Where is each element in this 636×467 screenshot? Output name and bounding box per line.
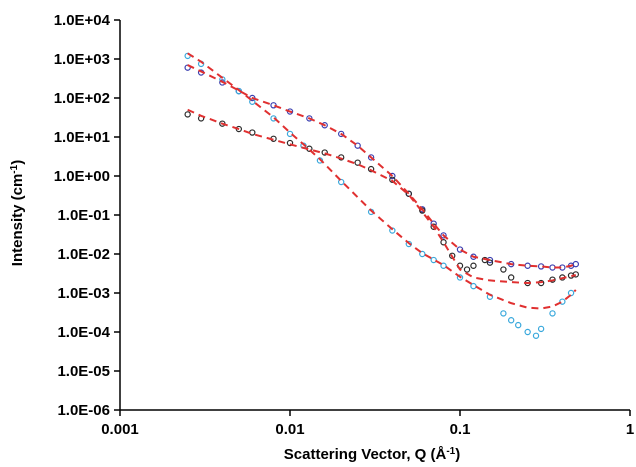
- x-axis-title-exp: -1: [446, 446, 455, 457]
- y-axis-title-main: Intensity (cm: [9, 174, 26, 267]
- x-tick-label: 0.1: [450, 421, 471, 438]
- data-point: [337, 178, 345, 186]
- data-point: [367, 165, 375, 173]
- data-point: [470, 262, 477, 269]
- data-point: [440, 239, 447, 246]
- data-point: [389, 172, 396, 180]
- data-point: [354, 159, 361, 166]
- y-tick-label: 1.0E+00: [54, 168, 110, 185]
- y-axis-title-end: ): [9, 160, 26, 165]
- y-tick-label: 1.0E-06: [57, 402, 110, 419]
- data-point: [286, 130, 294, 138]
- data-point: [321, 122, 328, 129]
- plot-area: 1.0E+04 1.0E+03 1.0E+02 1.0E+01 1.0E+00 1.0E-…: [54, 12, 634, 438]
- data-point: [507, 317, 515, 324]
- data-point: [184, 111, 191, 118]
- fit-line-3: [187, 52, 577, 310]
- data-point: [500, 266, 507, 273]
- x-tick-label: 1: [626, 421, 634, 438]
- data-point: [572, 260, 580, 268]
- series-2: [184, 111, 580, 287]
- data-point: [430, 256, 437, 264]
- fit-layer: [187, 52, 577, 310]
- data-point: [286, 139, 294, 147]
- data-point: [507, 274, 515, 281]
- data-point: [440, 232, 447, 239]
- y-tick-label: 1.0E+03: [54, 51, 110, 68]
- x-axis-title-end: ): [455, 446, 460, 463]
- data-point: [572, 271, 580, 278]
- data-point: [456, 246, 464, 253]
- y-tick-label: 1.0E-03: [57, 285, 110, 302]
- data-point: [515, 321, 522, 329]
- tick-layer: 1.0E+04 1.0E+03 1.0E+02 1.0E+01 1.0E+00 1.0E-…: [54, 12, 634, 438]
- data-point: [456, 274, 464, 281]
- data-point: [306, 115, 313, 122]
- y-tick-label: 1.0E-02: [57, 246, 110, 263]
- y-tick-label: 1.0E+01: [54, 129, 110, 146]
- data-point: [537, 325, 545, 333]
- x-axis-title: Scattering Vector, Q (Å-1): [284, 446, 460, 464]
- data-point: [337, 130, 345, 138]
- y-tick-label: 1.0E-04: [57, 324, 110, 341]
- series-3: [184, 52, 575, 339]
- data-point: [559, 298, 566, 305]
- y-tick-label: 1.0E+04: [54, 12, 111, 29]
- data-point: [389, 176, 396, 183]
- data-point: [470, 282, 477, 290]
- x-axis-title-unit: Å: [435, 446, 446, 463]
- data-point: [389, 227, 396, 234]
- fit-line-2: [187, 108, 577, 285]
- data-point: [419, 250, 426, 258]
- data-point: [440, 262, 447, 269]
- data-point: [321, 149, 328, 156]
- y-tick-label: 1.0E+02: [54, 90, 110, 107]
- data-point: [367, 154, 375, 161]
- data-point: [500, 310, 507, 317]
- series-layer: [184, 52, 580, 339]
- data-point: [249, 98, 256, 105]
- data-point: [524, 328, 531, 336]
- y-tick-label: 1.0E-01: [57, 207, 110, 224]
- data-point: [524, 262, 531, 269]
- data-point: [567, 289, 575, 297]
- x-tick-label: 0.001: [101, 421, 139, 438]
- data-point: [549, 276, 556, 283]
- fit-line-1: [187, 64, 577, 269]
- data-point: [532, 332, 540, 339]
- data-point: [486, 259, 494, 266]
- data-point: [354, 142, 361, 149]
- x-axis-title-main: Scattering Vector, Q (: [284, 446, 436, 463]
- y-axis-title-exp: -1: [9, 164, 20, 173]
- y-tick-label: 1.0E-05: [57, 363, 110, 380]
- data-point: [549, 310, 556, 317]
- data-point: [463, 266, 471, 273]
- y-axis-title: Intensity (cm-1): [9, 160, 27, 266]
- x-tick-label: 0.01: [275, 421, 304, 438]
